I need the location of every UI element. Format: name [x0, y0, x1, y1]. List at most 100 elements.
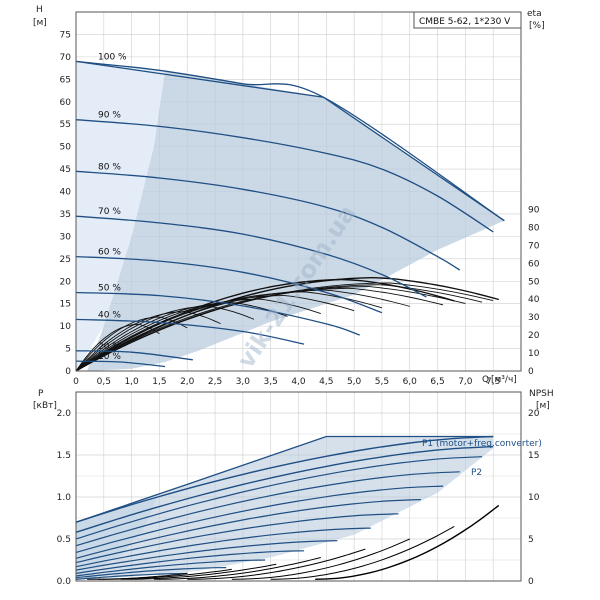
head-curve [75, 350, 193, 361]
y-tick-label: 75 [60, 30, 71, 40]
y-tick-label: 30 [60, 232, 72, 242]
head-curves [75, 60, 505, 368]
x-tick-label: 4,5 [319, 377, 333, 387]
y2-tick-label: 90 [528, 205, 540, 215]
y-tick-label: 55 [60, 120, 71, 130]
y-tick-label: 50 [60, 143, 72, 153]
y-tick-label: 40 [60, 188, 72, 198]
y2-axis-unit-npsh: [м] [536, 401, 550, 411]
y-tick-label: 35 [60, 210, 71, 220]
x-tick-label: 3,0 [236, 377, 251, 387]
y-tick-label: 2.0 [57, 409, 72, 419]
y-tick-label: 25 [60, 255, 71, 265]
speed-label: 10 % [98, 352, 121, 362]
head-curve [75, 215, 427, 298]
y-axis-unit-p: [кВт] [33, 401, 57, 411]
title-box [413, 11, 522, 29]
speed-label: 80 % [98, 162, 121, 172]
power-curve [75, 435, 494, 523]
top-frame [75, 11, 522, 372]
y2-tick-label: 10 [528, 349, 540, 359]
y2-tick-label: 80 [528, 223, 540, 233]
power-curve [75, 498, 421, 559]
y-axis-label-h: H [36, 5, 43, 15]
power-curve [75, 559, 266, 577]
x-tick-label: 4,0 [291, 377, 306, 387]
power-curve [75, 550, 305, 574]
y2-tick-label: 70 [528, 241, 540, 251]
x-tick-label: 2,5 [208, 377, 222, 387]
power-curves [75, 435, 494, 580]
speed-label: 90 % [98, 111, 121, 121]
x-tick-label: 1,0 [124, 377, 139, 387]
y2-tick-label: 60 [528, 259, 540, 269]
speed-label: 20 % [98, 342, 121, 352]
y-tick-label: 65 [60, 75, 71, 85]
y2-tick-label: 20 [528, 409, 540, 419]
speed-label: 40 % [98, 310, 121, 320]
y-tick-label: 5 [65, 345, 71, 355]
y2-tick-label: 20 [528, 331, 540, 341]
power-curve [75, 527, 371, 568]
efficiency-curve [75, 302, 288, 372]
speed-label: 70 % [98, 207, 121, 217]
power-curve [75, 567, 227, 579]
head-curve [75, 360, 166, 368]
y-tick-label: 1.0 [57, 493, 72, 503]
npsh-curves [87, 504, 500, 580]
head-curve [75, 318, 305, 345]
speed-label: 60 % [98, 248, 121, 258]
y2-tick-label: 15 [528, 451, 539, 461]
x-tick-label: 7,5 [486, 377, 500, 387]
y-tick-label: 15 [60, 300, 71, 310]
efficiency-curve-bold [75, 276, 499, 372]
bottom-envelope [76, 436, 494, 580]
power-curve [75, 456, 483, 540]
y2-axis-label-eta: eta [527, 9, 542, 19]
y-axis-label-p: P [38, 389, 44, 399]
bottom-tick-labels: 0.0 0.5 1.0 1.5 2.0 0 5 10 15 20 [57, 409, 540, 587]
speed-label: 50 % [98, 283, 121, 293]
head-curve [75, 60, 505, 222]
x-tick-label: 7,0 [458, 377, 473, 387]
npsh-curve [231, 538, 410, 580]
y-tick-label: 10 [60, 322, 72, 332]
y-tick-label: 0 [65, 367, 71, 377]
y2-tick-label: 10 [528, 493, 540, 503]
npsh-curve [270, 525, 455, 580]
top-tick-labels: 0 0,5 1,0 1,5 2,0 2,5 3,0 3,5 4,0 4,5 5,0 5,5 6,0 6,5… [60, 30, 540, 387]
speed-label: 100 % [98, 52, 127, 62]
head-curve [75, 291, 360, 336]
efficiency-curve-bold [75, 278, 455, 372]
efficiency-curve [75, 289, 410, 372]
y2-tick-label: 5 [528, 535, 534, 545]
y-tick-label: 1.5 [57, 451, 71, 461]
y2-axis-label-npsh: NPSH [529, 389, 554, 399]
y2-tick-label: 0 [528, 577, 534, 587]
top-envelope [87, 71, 505, 372]
x-tick-label: 2,0 [180, 377, 195, 387]
x-axis-unit-q: [м³/ч] [491, 375, 517, 385]
chart-title: CMBE 5-62, 1*230 V [419, 17, 511, 27]
curve-labels: 100 % 90 % 80 % 70 % 60 % 50 % 40 % 20 %10 % [98, 52, 127, 362]
x-tick-label: 5,5 [375, 377, 389, 387]
efficiency-curves [75, 276, 499, 372]
power-curve [75, 540, 338, 571]
bottom-frame [75, 391, 522, 582]
head-curve [75, 255, 383, 314]
efficiency-curve [75, 287, 444, 372]
y-tick-label: 60 [60, 98, 72, 108]
power-curve [75, 445, 494, 533]
y-tick-label: 45 [60, 165, 71, 175]
y-tick-label: 20 [60, 277, 72, 287]
x-tick-label: 6,0 [403, 377, 418, 387]
head-curve [75, 119, 494, 233]
head-curve-max [75, 60, 505, 222]
power-curve [75, 485, 444, 553]
npsh-curve [315, 504, 500, 580]
y-axis-unit-h: [м] [33, 18, 47, 28]
y2-tick-label: 0 [528, 367, 534, 377]
power-curve [75, 513, 399, 564]
x-tick-label: 5,0 [347, 377, 362, 387]
